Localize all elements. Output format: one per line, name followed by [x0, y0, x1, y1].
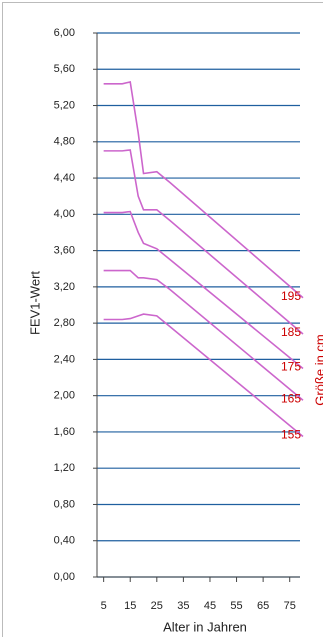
y-tick-label: 5,60: [54, 63, 75, 75]
series-line: [103, 269, 304, 401]
y-tick-label: 0,80: [54, 498, 75, 510]
x-axis-title: Alter in Jahren: [163, 619, 247, 634]
y-tick-label: 1,20: [54, 462, 75, 474]
y-tick-label: 6,00: [54, 27, 75, 39]
x-tick-label: 55: [230, 600, 242, 612]
series-label: 195: [281, 289, 301, 303]
x-tick-label: 45: [204, 600, 216, 612]
y-tick-label: 3,60: [54, 245, 75, 257]
y2-axis-title: Größe in cm: [312, 334, 323, 406]
x-tick-label: 65: [257, 600, 269, 612]
series-label: 175: [281, 360, 301, 374]
series-line: [103, 80, 304, 299]
x-tick-label: 5: [101, 600, 107, 612]
series-label: 185: [281, 325, 301, 339]
y-axis-title: FEV1-Wert: [27, 271, 42, 335]
y-tick-label: 2,40: [54, 353, 75, 365]
y-tick-label: 0,00: [54, 571, 75, 583]
series-label: 155: [281, 428, 301, 442]
x-tick-label: 75: [284, 600, 296, 612]
y-tick-label: 1,60: [54, 426, 75, 438]
series-line: [103, 313, 304, 438]
y-tick-label: 3,20: [54, 281, 75, 293]
x-tick-label: 25: [151, 600, 163, 612]
y-tick-label: 4,00: [54, 208, 75, 220]
y-tick-label: 4,80: [54, 136, 75, 148]
y-tick-label: 2,00: [54, 390, 75, 402]
y-tick-label: 4,40: [54, 172, 75, 184]
y-tick-label: 0,40: [54, 535, 75, 547]
y-tick-label: 2,80: [54, 317, 75, 329]
x-tick-label: 35: [177, 600, 189, 612]
y-tick-label: 5,20: [54, 99, 75, 111]
series-label: 165: [281, 391, 301, 405]
series-line: [103, 149, 304, 335]
series-line: [103, 210, 304, 370]
x-tick-label: 15: [124, 600, 136, 612]
